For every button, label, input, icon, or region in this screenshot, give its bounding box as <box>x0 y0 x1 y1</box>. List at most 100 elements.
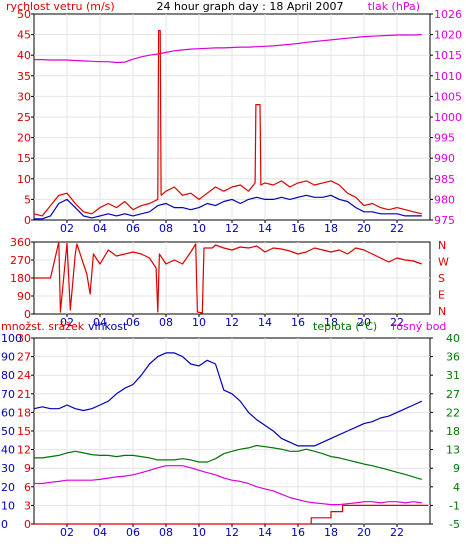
rain-tick-label: 15 <box>17 425 31 438</box>
x-tick-label: 12 <box>225 526 239 539</box>
humidity-tick-label: 10 <box>1 499 15 512</box>
humidity-tick-label: 50 <box>1 425 15 438</box>
y-tick-label-left: 40 <box>17 49 31 62</box>
temperature-tick-label: -5 <box>449 518 460 531</box>
y-tick-label-left: 50 <box>17 8 31 21</box>
y-tick-label-left: 25 <box>17 111 31 124</box>
temperature-tick-label: 27 <box>446 388 460 401</box>
x-tick-label: 18 <box>324 222 338 235</box>
temperature-tick-label: 40 <box>446 332 460 345</box>
y-tick-label-right: 1010 <box>434 70 462 83</box>
wind-speed-axis-label: rychlost vetru (m/s) <box>6 0 115 13</box>
x-tick-label: 08 <box>159 222 173 235</box>
x-tick-label: 08 <box>159 316 173 329</box>
y-tick-label-left: 0 <box>24 214 31 227</box>
temperature-tick-label: 9 <box>453 462 460 475</box>
temperature-tick-label: 36 <box>446 351 460 364</box>
dew-point-line <box>34 465 422 506</box>
temperature-tick-label: 22 <box>446 406 460 419</box>
humidity-tick-label: 90 <box>1 351 15 364</box>
humidity-tick-label: 100 <box>1 332 22 345</box>
wind-gust-line <box>33 29 422 217</box>
dew-point-legend-label: rosný bod <box>392 320 446 333</box>
humidity-tick-label: 70 <box>1 388 15 401</box>
temperature-tick-label: -1 <box>449 499 460 512</box>
y-tick-label-left: 0 <box>24 308 31 321</box>
humidity-tick-label: 80 <box>1 369 15 382</box>
x-tick-label: 10 <box>192 526 206 539</box>
y-tick-label-right: 1026 <box>434 8 462 21</box>
temperature-tick-label: 4 <box>453 481 460 494</box>
temperature-tick-label: 18 <box>446 425 460 438</box>
pressure-line <box>34 34 422 64</box>
temperature-line <box>34 444 422 480</box>
x-tick-label: 14 <box>258 316 272 329</box>
x-tick-label: 16 <box>291 526 305 539</box>
x-tick-label: 20 <box>357 222 371 235</box>
x-tick-label: 12 <box>225 316 239 329</box>
x-tick-label: 04 <box>93 316 107 329</box>
rain-tick-label: 30 <box>17 332 31 345</box>
humidity-tick-label: 60 <box>1 406 15 419</box>
x-tick-label: 16 <box>291 316 305 329</box>
x-tick-label: 20 <box>357 316 371 329</box>
rain-tick-label: 12 <box>17 444 31 457</box>
y-tick-label-right: 975 <box>434 214 455 227</box>
y-tick-label-right: 1015 <box>434 49 462 62</box>
x-tick-label: 22 <box>390 222 404 235</box>
rain-tick-label: 3 <box>24 499 31 512</box>
x-tick-label: 06 <box>126 316 140 329</box>
y-tick-label-right: 1000 <box>434 111 462 124</box>
rain-tick-label: 21 <box>17 388 31 401</box>
humidity-tick-label: 30 <box>1 462 15 475</box>
x-tick-label: 02 <box>60 526 74 539</box>
y-tick-label-right: 980 <box>434 193 455 206</box>
x-tick-label: 04 <box>93 222 107 235</box>
x-tick-label: 04 <box>93 526 107 539</box>
x-tick-label: 18 <box>324 526 338 539</box>
x-tick-label: 10 <box>192 222 206 235</box>
rain-tick-label: 27 <box>17 351 31 364</box>
x-tick-label: 02 <box>60 222 74 235</box>
y-tick-label-left: 180 <box>10 272 31 285</box>
direction-letter: S <box>438 272 445 285</box>
y-tick-label-right: 1005 <box>434 90 462 103</box>
direction-letter: N <box>438 239 446 252</box>
humidity-legend-label: vlhkost <box>88 320 128 333</box>
y-tick-label-left: 20 <box>17 132 31 145</box>
y-tick-label-left: 360 <box>10 236 31 249</box>
x-tick-label: 06 <box>126 222 140 235</box>
wind-average-line <box>34 194 422 220</box>
y-tick-label-right: 985 <box>434 173 455 186</box>
pressure-axis-label: tlak (hPa) <box>368 0 420 13</box>
humidity-tick-label: 0 <box>1 518 8 531</box>
humidity-tick-label: 40 <box>1 444 15 457</box>
x-tick-label: 06 <box>126 526 140 539</box>
rain-tick-label: 18 <box>17 406 31 419</box>
y-tick-label-left: 270 <box>10 254 31 267</box>
x-tick-label: 02 <box>60 316 74 329</box>
x-tick-label: 20 <box>357 526 371 539</box>
temperature-tick-label: 13 <box>446 444 460 457</box>
y-tick-label-left: 15 <box>17 152 31 165</box>
x-tick-label: 22 <box>390 526 404 539</box>
x-tick-label: 18 <box>324 316 338 329</box>
x-tick-label: 08 <box>159 526 173 539</box>
rain-tick-label: 9 <box>24 462 31 475</box>
x-tick-label: 16 <box>291 222 305 235</box>
y-tick-label-right: 1020 <box>434 29 462 42</box>
direction-letter: W <box>438 256 449 269</box>
y-tick-label-left: 90 <box>17 290 31 303</box>
humidity-tick-label: 20 <box>1 481 15 494</box>
x-tick-label: 12 <box>225 222 239 235</box>
temperature-tick-label: 31 <box>446 369 460 382</box>
rain-tick-label: 6 <box>24 481 31 494</box>
y-tick-label-left: 45 <box>17 29 31 42</box>
temperature-legend-label: teplota (°C) <box>313 320 377 333</box>
y-tick-label-right: 990 <box>434 152 455 165</box>
chart-title: 24 hour graph day : 18 April 2007 <box>157 0 344 13</box>
rain-tick-label: 24 <box>17 369 31 382</box>
wind-direction-line <box>34 241 423 314</box>
x-tick-label: 14 <box>258 222 272 235</box>
